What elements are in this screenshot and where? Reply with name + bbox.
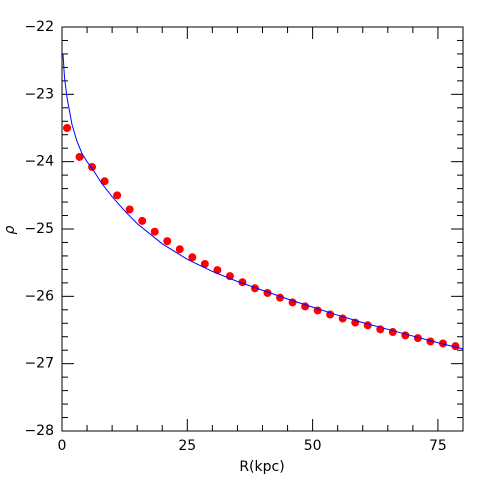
data-point <box>113 191 122 200</box>
data-point <box>63 124 72 132</box>
y-tick-label: −24 <box>24 154 54 170</box>
y-tick-label: −27 <box>24 356 54 372</box>
fit-line <box>62 53 464 350</box>
y-tick-label: −23 <box>24 86 54 102</box>
data-point <box>451 342 460 351</box>
data-point <box>388 328 397 337</box>
data-point <box>438 339 447 348</box>
data-point <box>363 321 372 330</box>
data-point <box>200 260 209 269</box>
data-point <box>175 245 184 254</box>
data-point <box>125 205 134 214</box>
data-point <box>163 237 172 246</box>
data-point <box>401 331 410 340</box>
y-axis-label: ρ <box>2 225 18 234</box>
data-point <box>100 177 109 186</box>
data-point <box>188 253 197 262</box>
data-point <box>138 216 147 225</box>
x-tick-label: 25 <box>178 438 196 454</box>
x-axis-label: R(kpc) <box>239 459 284 475</box>
x-tick-label: 0 <box>58 438 67 454</box>
plot-frame <box>61 26 464 432</box>
x-tick-label: 75 <box>429 438 447 454</box>
data-point <box>213 266 222 275</box>
y-tick-label: −22 <box>24 19 54 35</box>
x-tick-label: 50 <box>304 438 322 454</box>
data-point <box>426 337 435 346</box>
y-tick-label: −25 <box>24 221 54 237</box>
data-point <box>75 152 84 161</box>
data-point <box>250 284 259 293</box>
data-point <box>150 227 159 236</box>
y-tick-label: −26 <box>24 288 54 304</box>
y-tick-label: −28 <box>24 423 54 439</box>
data-point <box>413 334 422 343</box>
